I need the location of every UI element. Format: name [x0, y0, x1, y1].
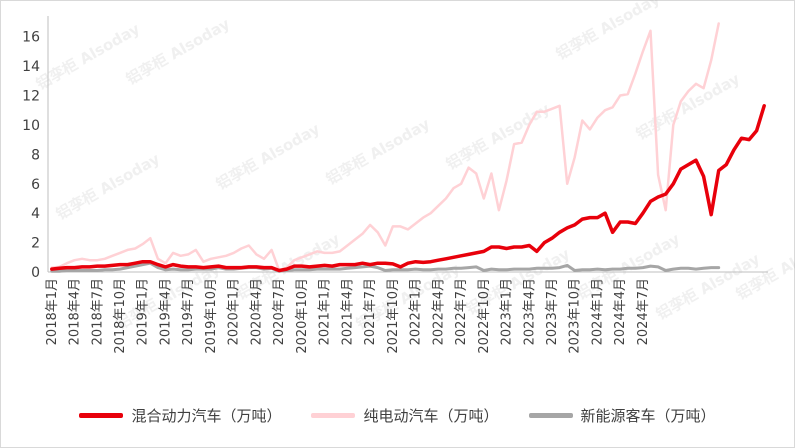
watermark: 铝孪柜 Alsoday	[633, 70, 743, 144]
x-tick-label: 2020年4月	[249, 278, 264, 345]
y-tick-label: 0	[31, 265, 40, 281]
y-tick-label: 4	[31, 206, 40, 222]
watermark: 铝孪柜 Alsoday	[553, 0, 663, 63]
legend-label-hybrid: 混合动力汽车（万吨）	[131, 406, 282, 425]
chart-legend: 混合动力汽车（万吨） 纯电动汽车（万吨） 新能源客车（万吨）	[0, 402, 795, 428]
y-tick-label: 16	[22, 30, 40, 46]
x-tick-label: 2021年7月	[363, 278, 378, 345]
x-tick-label: 2023年7月	[545, 278, 560, 345]
x-tick-label: 2022年1月	[409, 278, 424, 345]
x-tick-label: 2023年1月	[500, 278, 515, 345]
y-tick-label: 12	[22, 89, 40, 105]
legend-item-hybrid: 混合动力汽车（万吨）	[79, 405, 281, 426]
legend-swatch-hybrid	[79, 412, 124, 418]
x-tick-label: 2020年10月	[295, 278, 310, 354]
x-tick-label: 2024年7月	[636, 278, 651, 345]
y-tick-label: 2	[31, 236, 40, 252]
x-tick-label: 2018年7月	[90, 278, 105, 345]
x-tick-label: 2021年4月	[340, 278, 355, 345]
x-tick-label: 2019年10月	[204, 278, 219, 354]
y-tick-label: 14	[22, 59, 40, 75]
legend-swatch-bus	[528, 412, 573, 418]
x-tick-label: 2024年4月	[613, 278, 628, 345]
series-line-hybrid	[50, 104, 766, 273]
x-tick-label: 2023年4月	[522, 278, 537, 345]
x-tick-label: 2021年1月	[318, 278, 333, 345]
x-tick-label: 2018年4月	[68, 278, 83, 345]
legend-label-ev: 纯电动汽车（万吨）	[363, 406, 499, 425]
watermark: 铝孪柜 Alsoday	[123, 15, 233, 89]
y-tick-label: 10	[22, 118, 40, 134]
x-tick-label: 2019年1月	[136, 278, 151, 345]
x-tick-label: 2022年4月	[431, 278, 446, 345]
x-tick-label: 2018年10月	[113, 278, 128, 354]
x-tick-label: 2019年4月	[158, 278, 173, 345]
y-tick-label: 8	[31, 147, 40, 163]
watermark: 铝孪柜 Alsoday	[213, 120, 323, 194]
x-tick-label: 2022年10月	[477, 278, 492, 354]
watermark: 铝孪柜 Alsoday	[323, 115, 433, 189]
x-tick-label: 2024年1月	[590, 278, 605, 345]
legend-swatch-ev	[311, 412, 356, 418]
watermark: 铝孪柜 Alsoday	[53, 150, 163, 224]
series-line-ev	[50, 22, 720, 272]
y-tick-label: 6	[31, 177, 40, 193]
series-line-bus	[50, 261, 721, 273]
legend-item-ev: 纯电动汽车（万吨）	[311, 405, 499, 426]
x-tick-label: 2023年10月	[568, 278, 583, 354]
x-tick-label: 2021年10月	[386, 278, 401, 354]
x-tick-label: 2022年7月	[454, 278, 469, 345]
legend-item-bus: 新能源客车（万吨）	[528, 405, 716, 426]
watermark: 铝孪柜 Alsoday	[33, 20, 143, 94]
x-tick-label: 2018年1月	[45, 278, 60, 345]
legend-label-bus: 新能源客车（万吨）	[580, 406, 716, 425]
x-tick-label: 2019年7月	[181, 278, 196, 345]
x-tick-label: 2020年7月	[272, 278, 287, 345]
x-tick-label: 2020年1月	[227, 278, 242, 345]
